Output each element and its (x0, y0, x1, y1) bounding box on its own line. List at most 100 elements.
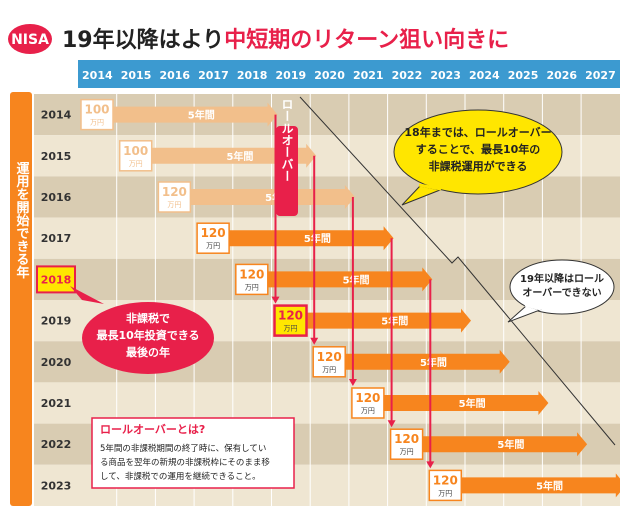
amount-box (157, 181, 192, 213)
row-year-label: 2022 (41, 438, 72, 451)
row-year-label: 2020 (41, 356, 72, 369)
row-year-label: 2019 (41, 315, 72, 328)
amount-unit: 万円 (90, 119, 104, 127)
amount-box (351, 387, 385, 419)
start-year-side-bar (10, 92, 32, 506)
investment-row: 5年間 120 万円 (312, 346, 510, 378)
five-year-arrow (345, 349, 510, 374)
five-year-arrow-label: 5年間 (381, 315, 408, 328)
year-header-label: 2019 (276, 69, 307, 82)
amount-box (235, 263, 269, 296)
rollover-connector-arrowhead (271, 296, 280, 304)
amount-value: 120 (239, 267, 264, 281)
amount-value: 120 (433, 473, 458, 487)
rollover-connector-arrowhead (348, 379, 357, 386)
rollover-connectors (271, 114, 435, 469)
amount-unit: 万円 (206, 242, 220, 250)
page-title-plain: 19年以降はより (62, 27, 224, 53)
row-year-label: 2021 (41, 397, 72, 410)
amount-value: 120 (317, 350, 342, 364)
five-year-arrow-label: 5年間 (343, 273, 370, 286)
rollover-boundary-line (299, 96, 616, 446)
year-header-labels: 2014 2015 2016 2017 2018 2019 2020 2021 2022 2023… (82, 69, 616, 82)
five-year-arrow-label: 5年間 (304, 232, 331, 245)
year-header-label: 2022 (392, 69, 423, 82)
amount-value: 100 (123, 144, 148, 158)
five-year-arrow (383, 391, 549, 415)
red-callout-line-2: 最長10年投資できる (96, 328, 199, 342)
row-year-label: 2023 (41, 479, 72, 492)
start-year-side-label: 運用を開始できる年 (14, 162, 31, 280)
amount-unit: 万円 (129, 160, 143, 168)
investment-row: 5年間 120 万円 (389, 428, 588, 460)
five-year-arrow (113, 102, 278, 127)
row-year-label: 2015 (41, 150, 72, 163)
yellow-callout-line-3: 非課税運用ができる (429, 159, 528, 173)
five-year-arrow-label: 5年間 (459, 397, 486, 410)
year-header-label: 2014 (82, 69, 113, 82)
amount-box (389, 428, 424, 460)
amount-value: 120 (201, 226, 226, 240)
investment-row: 5年間 120 万円 (351, 387, 549, 419)
year-header-label: 2017 (198, 69, 229, 82)
year-header-label: 2025 (508, 69, 539, 82)
amount-unit: 万円 (400, 448, 414, 456)
white-callout: 19年以降はロール オーバーできない (507, 259, 615, 323)
five-year-arrow-label: 5年間 (188, 109, 215, 122)
amount-unit: 万円 (245, 283, 259, 291)
year-header-label: 2021 (353, 69, 384, 82)
definition-box: ロールオーバーとは? 5年間の非課税期間の終了時に、保有してい る商品を翌年の新… (91, 417, 295, 489)
year-header-label: 2026 (546, 69, 577, 82)
nisa-badge (8, 24, 52, 54)
highlight-year-box (36, 265, 76, 294)
row-year-label: 2017 (41, 232, 72, 245)
amount-box (80, 98, 114, 131)
page-title-emphasis: 中短期のリターン狙い向きに (224, 27, 509, 53)
amount-value: 120 (278, 309, 303, 323)
amount-box (428, 469, 463, 502)
yellow-callout-line-1: 18年までは、ロールオーバー (404, 125, 551, 139)
year-header-label: 2024 (469, 69, 500, 82)
amount-value: 120 (162, 185, 187, 199)
five-year-arrow-label: 5年間 (420, 356, 447, 369)
five-year-arrow (422, 432, 588, 457)
red-callout-line-3: 最後の年 (126, 345, 170, 359)
header: NISA 19年以降はより中短期のリターン狙い向きに (8, 24, 509, 54)
investment-row: 5年間 100 万円 (80, 98, 278, 131)
investment-row: 5年間 120 万円 (428, 469, 620, 502)
year-header-label: 2018 (237, 69, 268, 82)
rollover-connector-arrowhead (310, 337, 319, 345)
year-header-label: 2020 (314, 69, 345, 82)
red-callout-line-1: 非課税で (126, 311, 170, 325)
amount-box (312, 346, 346, 378)
year-header-bar (78, 60, 620, 88)
amount-box (196, 222, 230, 254)
page-title: 19年以降はより中短期のリターン狙い向きに (62, 27, 509, 53)
definition-line-3: して、非課税での運用を継続できること。 (100, 471, 261, 482)
amount-unit: 万円 (438, 489, 452, 497)
rollover-connector-arrowhead (387, 420, 396, 428)
amount-box (118, 140, 153, 172)
row-year-label: 2016 (41, 191, 72, 204)
white-callout-line-1: 19年以降はロール (520, 272, 604, 285)
amount-unit: 万円 (284, 325, 298, 333)
amount-unit: 万円 (322, 366, 336, 374)
five-year-arrow (461, 473, 620, 498)
rollover-label: ロールオーバー (276, 98, 298, 216)
definition-title: ロールオーバーとは? (100, 423, 205, 436)
nisa-badge-label: NISA (11, 32, 49, 48)
amount-value: 100 (84, 103, 109, 117)
white-callout-line-2: オーバーできない (522, 287, 601, 299)
year-header-label: 2027 (585, 69, 616, 82)
five-year-arrow-label: 5年間 (536, 479, 563, 492)
amount-value: 120 (355, 391, 380, 405)
amount-unit: 万円 (167, 201, 181, 209)
definition-line-2: る商品を翌年の新規の非課税枠にそのまま移 (100, 457, 270, 468)
row-year-labels: 2014 2015 2016 2017 2018 2019 2020 2021 2022 2023 (36, 109, 76, 492)
amount-unit: 万円 (361, 407, 375, 415)
rollover-label-text: ロールオーバー (280, 98, 294, 182)
amount-value: 120 (394, 432, 419, 446)
rollover-connector-arrowhead (426, 461, 435, 469)
red-callout: 非課税で 最長10年投資できる 最後の年 (70, 286, 214, 374)
